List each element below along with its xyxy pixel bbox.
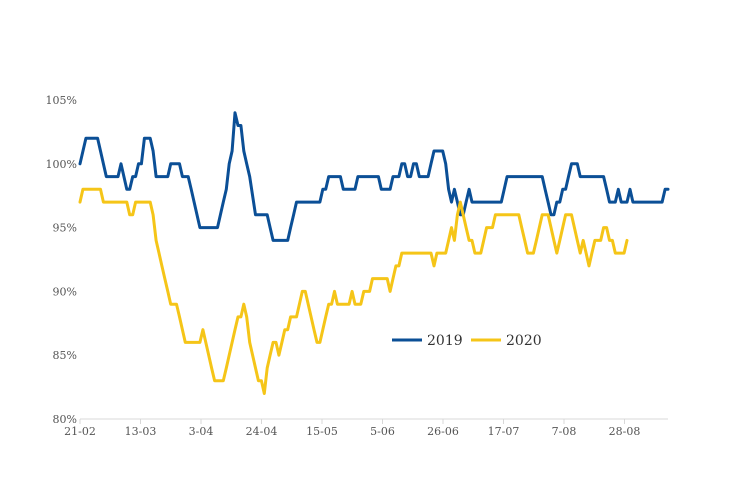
x-tick-label: 13-03 — [125, 425, 157, 438]
series-line-2019 — [78, 111, 670, 242]
legend-label-2020: 2020 — [506, 333, 542, 349]
x-axis: 21-02 13-03 3-04 24-04 15-05 5-06 26-06 17-07 7-… — [64, 418, 668, 438]
x-tick-label: 7-08 — [552, 425, 577, 438]
y-tick-label: 90% — [53, 285, 77, 298]
y-tick-label: 85% — [53, 349, 77, 362]
x-tick-label: 28-08 — [609, 425, 641, 438]
x-tick-label: 17-07 — [488, 425, 520, 438]
x-tick-label: 26-06 — [427, 425, 459, 438]
series-line-2020 — [78, 187, 629, 395]
series-lines — [78, 111, 670, 395]
legend: 2019 2020 — [392, 333, 542, 349]
x-tick-label: 24-04 — [246, 425, 278, 438]
legend-label-2019: 2019 — [427, 333, 463, 349]
x-tick-label: 15-05 — [306, 425, 338, 438]
y-tick-label: 105% — [46, 94, 77, 107]
y-tick-label: 80% — [53, 413, 77, 426]
y-axis: 80% 85% 90% 95% 100% 105% — [46, 94, 77, 426]
y-tick-label: 100% — [46, 158, 77, 171]
x-tick-label: 5-06 — [370, 425, 395, 438]
y-tick-label: 95% — [53, 222, 77, 235]
x-tick-label: 3-04 — [189, 425, 214, 438]
x-tick-label: 21-02 — [64, 425, 96, 438]
